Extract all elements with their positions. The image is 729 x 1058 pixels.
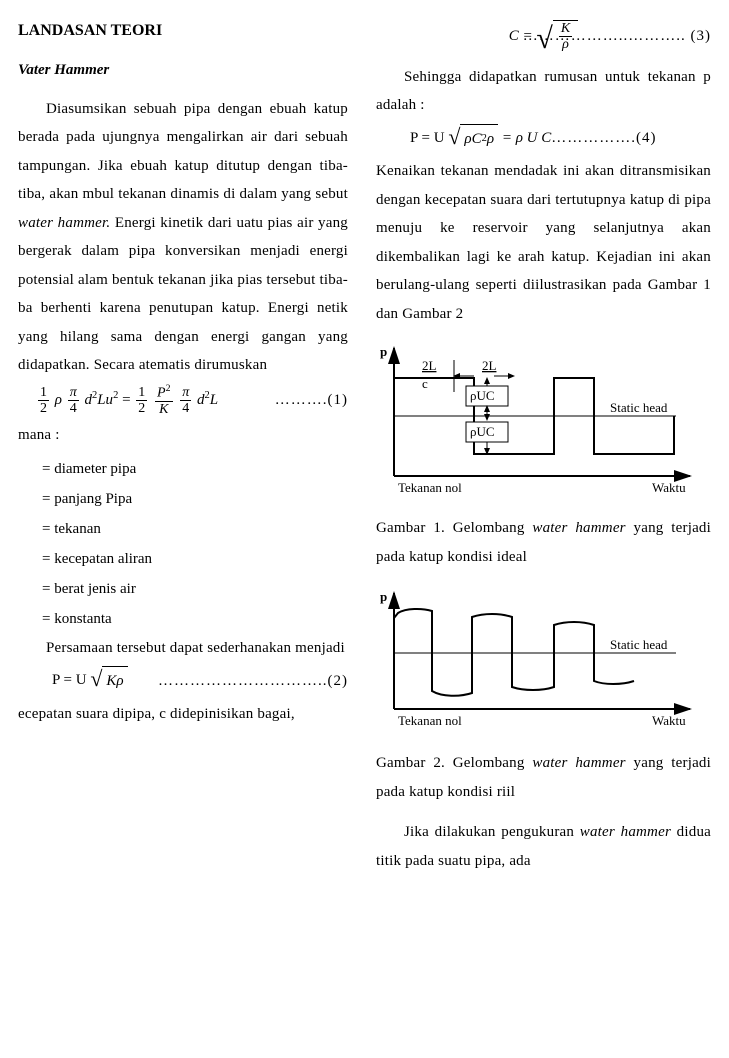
eq2-lhs: P = U: [52, 673, 87, 689]
paragraph-1: Diasumsikan sebuah pipa dengan ebuah kat…: [18, 95, 348, 380]
caption1-b: water hammer: [532, 520, 625, 536]
water-hammer-term: water hammer.: [18, 215, 110, 231]
eq2-sqrt-body: Kρ: [102, 666, 127, 696]
svg-text:Tekanan nol: Tekanan nol: [398, 713, 462, 728]
equation-2: P = U √Kρ …………………………..(2): [52, 666, 348, 696]
eq4-rhs: = ρ U C: [502, 130, 551, 146]
svg-text:Static head: Static head: [610, 400, 668, 415]
eq2-body: P = U √Kρ: [52, 666, 128, 696]
def-velocity: = kecepatan aliran: [42, 544, 348, 574]
chart-1-svg: p 2L c 2L ρUC ρUC Static head Tekanan nol Waktu: [376, 338, 696, 508]
svg-text:Waktu: Waktu: [652, 480, 686, 495]
svg-text:Waktu: Waktu: [652, 713, 686, 728]
paragraph-2: Persamaan tersebut dapat sederhanakan me…: [18, 634, 348, 663]
eq4-number: …………….(4): [551, 124, 656, 153]
para1-text-a: Diasumsikan sebuah pipa dengan ebuah kat…: [18, 101, 348, 203]
chart-2-svg: p Static head Tekanan nol Waktu: [376, 583, 696, 743]
def-pressure: = tekanan: [42, 514, 348, 544]
chart-2: p Static head Tekanan nol Waktu: [376, 583, 711, 743]
eq2-number: …………………………..(2): [158, 667, 348, 696]
svg-text:2L: 2L: [422, 358, 437, 373]
eq1-body: 12 ρ π4 d2Lu2 = 12 P2K π4 d2L: [36, 384, 218, 417]
paragraph-5: Kenaikan tekanan mendadak ini akan ditra…: [376, 157, 711, 328]
paragraph-4: Sehingga didapatkan rumusan untuk tekana…: [376, 63, 711, 120]
caption2-a: Gambar 2. Gelombang: [376, 755, 532, 771]
def-length: = panjang Pipa: [42, 484, 348, 514]
eq4-mid: ρC: [464, 125, 481, 154]
svg-text:2L: 2L: [482, 358, 497, 373]
svg-text:Static head: Static head: [610, 637, 668, 652]
eq3-number: ………………..……….. (3): [523, 22, 711, 51]
eq4-lhs: P = U: [410, 130, 445, 146]
equation-4: P = U √ρC2ρ = ρ U C …………….(4): [376, 124, 711, 154]
section-heading: LANDASAN TEORI: [18, 16, 348, 46]
definition-list: = diameter pipa = panjang Pipa = tekanan…: [42, 454, 348, 634]
svg-text:p: p: [380, 589, 387, 604]
caption1-a: Gambar 1. Gelombang: [376, 520, 532, 536]
svg-text:Tekanan nol: Tekanan nol: [398, 480, 462, 495]
def-density: = berat jenis air: [42, 574, 348, 604]
mana-label: mana :: [18, 421, 348, 450]
para6-b: water hammer: [580, 824, 671, 840]
eq4-end: ρ: [487, 125, 494, 154]
chart-1: p 2L c 2L ρUC ρUC Static head Tekanan nol Waktu: [376, 338, 711, 508]
svg-text:c: c: [422, 376, 428, 391]
svg-text:p: p: [380, 344, 387, 359]
subheading: Vater Hammer: [18, 56, 348, 85]
equation-1: 12 ρ π4 d2Lu2 = 12 P2K π4 d2L ……….(1): [36, 384, 348, 417]
para1-text-b: Energi kinetik dari uatu pias air yang b…: [18, 215, 348, 374]
def-constant: = konstanta: [42, 604, 348, 634]
equation-3: C = √ K ρ ………………..……….. (3): [376, 20, 711, 53]
para6-a: Jika dilakukan pengukuran: [404, 824, 580, 840]
left-column: LANDASAN TEORI Vater Hammer Diasumsikan …: [18, 16, 348, 879]
right-column: C = √ K ρ ………………..……….. (3) Sehingga did…: [376, 16, 711, 879]
eq1-number: ……….(1): [275, 386, 348, 415]
paragraph-6: Jika dilakukan pengukuran water hammer d…: [376, 818, 711, 875]
caption2-b: water hammer: [532, 755, 625, 771]
svg-text:ρUC: ρUC: [470, 388, 495, 403]
svg-text:ρUC: ρUC: [470, 424, 495, 439]
def-diameter: = diameter pipa: [42, 454, 348, 484]
eq4-body: P = U √ρC2ρ = ρ U C: [410, 124, 551, 154]
caption-2: Gambar 2. Gelombang water hammer yang te…: [376, 749, 711, 806]
caption-1: Gambar 1. Gelombang water hammer yang te…: [376, 514, 711, 571]
paragraph-3: ecepatan suara dipipa, c didepinisikan b…: [18, 700, 348, 729]
